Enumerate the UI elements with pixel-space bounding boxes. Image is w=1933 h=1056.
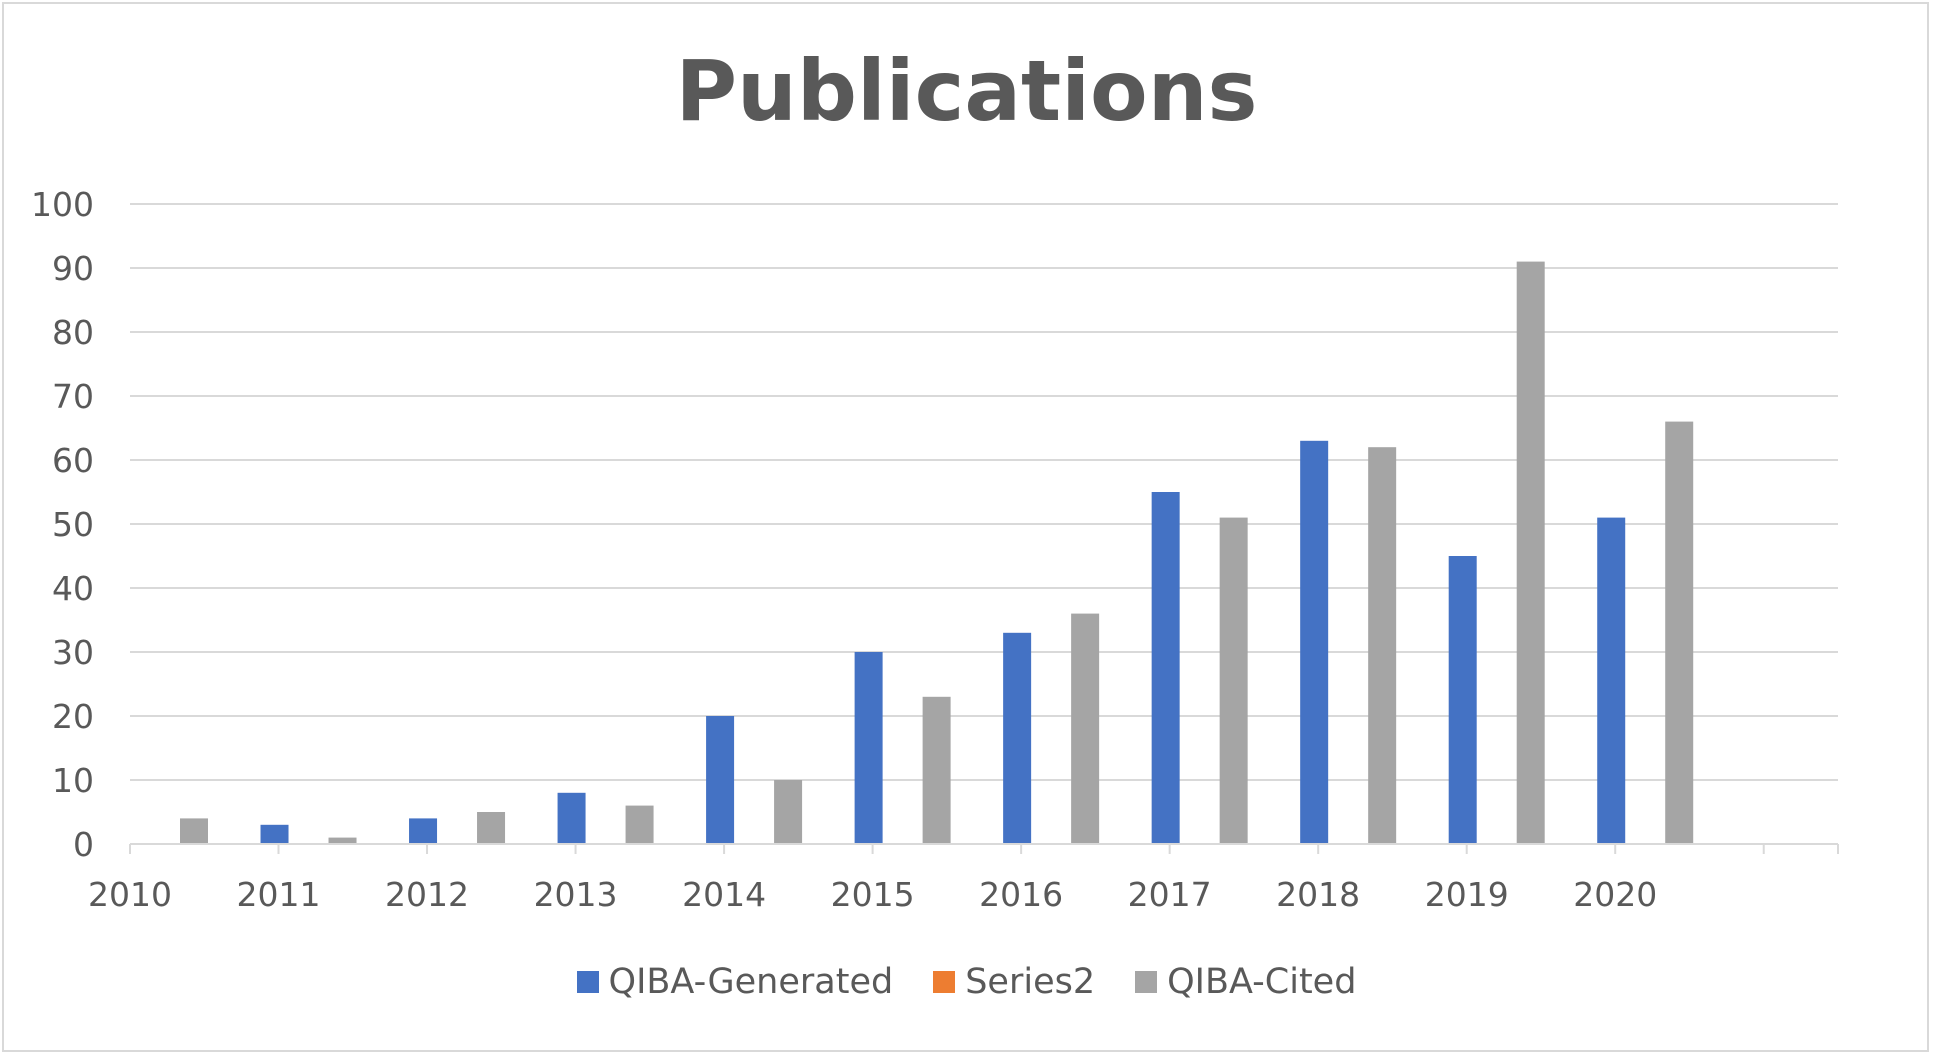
x-tick-label: 2016 [979, 875, 1063, 914]
bar-qiba-cited [477, 812, 506, 844]
bar-qiba-generated [1003, 632, 1032, 844]
legend-label: QIBA-Cited [1167, 962, 1357, 1002]
y-tick-label: 30 [52, 633, 94, 672]
bar-qiba-cited [922, 696, 951, 844]
y-tick-label: 90 [52, 249, 94, 288]
x-axis [129, 843, 1839, 854]
x-tick-label: 2017 [1128, 875, 1212, 914]
x-tick-label: 2015 [831, 875, 915, 914]
bar-qiba-cited [1071, 613, 1100, 844]
x-tick-label: 2020 [1573, 875, 1657, 914]
x-tick-label: 2014 [682, 875, 766, 914]
x-tick-label: 2010 [88, 875, 172, 914]
bar-qiba-cited [1219, 517, 1248, 844]
legend-swatch [576, 971, 599, 993]
bar-qiba-generated [1448, 556, 1477, 844]
y-tick-label: 100 [31, 185, 94, 224]
x-axis-labels: 2010 2011 2012 2013 2014 2015 2016 2017 2018 2019… [88, 875, 1657, 914]
x-tick-label: 2011 [237, 875, 321, 914]
bar-qiba-cited [625, 805, 654, 844]
legend-item: QIBA-Generated [576, 962, 894, 1002]
legend-item: QIBA-Cited [1135, 962, 1356, 1002]
x-tick-label: 2013 [534, 875, 618, 914]
x-tick-label: 2019 [1425, 875, 1509, 914]
gridlines [130, 203, 1838, 781]
y-axis-labels: 0 10 20 30 40 50 60 70 80 90 100 [31, 185, 94, 864]
y-tick-label: 20 [52, 697, 94, 736]
bar-qiba-generated [854, 652, 883, 844]
chart-title: Publications [675, 42, 1258, 140]
y-tick-label: 50 [52, 505, 94, 544]
bar-qiba-cited [1665, 421, 1694, 844]
legend-label: QIBA-Generated [608, 962, 894, 1002]
legend-item: Series2 [933, 962, 1095, 1002]
y-tick-label: 80 [52, 313, 94, 352]
legend-swatch [1135, 971, 1158, 993]
legend-label: Series2 [965, 962, 1096, 1002]
bars [180, 261, 1694, 845]
bar-qiba-generated [557, 792, 586, 844]
bar-qiba-cited [774, 780, 803, 844]
y-tick-label: 10 [52, 761, 94, 800]
bar-qiba-generated [706, 716, 735, 844]
bar-qiba-generated [1597, 517, 1626, 844]
bar-qiba-cited [1516, 261, 1545, 845]
x-tick-label: 2018 [1276, 875, 1360, 914]
bar-qiba-cited [1368, 447, 1397, 844]
bar-qiba-generated [1151, 492, 1180, 844]
y-tick-label: 70 [52, 377, 94, 416]
legend: QIBA-Generated Series2 QIBA-Cited [0, 962, 1933, 1002]
legend-swatch [933, 971, 956, 993]
y-tick-label: 40 [52, 569, 94, 608]
bar-qiba-generated [260, 824, 289, 844]
x-tick-label: 2012 [385, 875, 469, 914]
bar-qiba-generated [1300, 440, 1329, 844]
y-tick-label: 60 [52, 441, 94, 480]
bar-qiba-cited [180, 818, 208, 844]
y-tick-label: 0 [73, 825, 94, 864]
bar-qiba-cited [328, 837, 357, 844]
bar-qiba-generated [409, 818, 438, 844]
